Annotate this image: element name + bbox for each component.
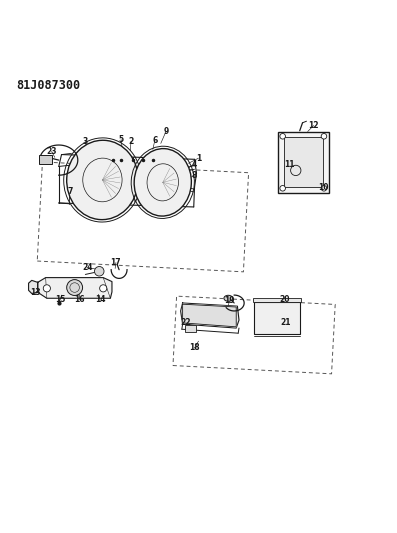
FancyBboxPatch shape: [39, 155, 52, 164]
Bar: [185, 325, 196, 332]
Circle shape: [43, 285, 50, 292]
Text: 16: 16: [74, 295, 85, 304]
Ellipse shape: [134, 149, 191, 216]
Ellipse shape: [224, 295, 233, 301]
Text: 11: 11: [285, 159, 295, 168]
Text: 21: 21: [281, 318, 291, 327]
Text: 4: 4: [192, 159, 197, 168]
Bar: [278, 132, 329, 193]
Bar: [284, 138, 323, 187]
Text: 2: 2: [128, 137, 134, 146]
Circle shape: [321, 133, 327, 139]
Text: 19: 19: [224, 296, 235, 305]
Circle shape: [94, 266, 104, 276]
Text: 9: 9: [163, 127, 169, 136]
Text: 18: 18: [189, 343, 200, 352]
Circle shape: [280, 185, 285, 191]
Polygon shape: [181, 303, 239, 328]
Polygon shape: [183, 304, 236, 327]
Text: 6: 6: [152, 136, 158, 145]
Text: 8: 8: [192, 172, 197, 181]
Circle shape: [100, 285, 107, 292]
Text: 15: 15: [55, 295, 66, 304]
Text: 24: 24: [82, 263, 93, 272]
Text: 10: 10: [318, 183, 329, 191]
Text: 23: 23: [46, 147, 57, 156]
Polygon shape: [29, 280, 38, 294]
Circle shape: [321, 185, 327, 191]
Text: 7: 7: [68, 187, 73, 196]
Text: 14: 14: [95, 295, 105, 304]
Text: 12: 12: [308, 121, 319, 130]
Ellipse shape: [67, 140, 138, 220]
Text: 20: 20: [280, 295, 290, 304]
Bar: [254, 302, 300, 334]
Polygon shape: [38, 278, 112, 298]
Text: 3: 3: [83, 137, 88, 146]
Text: 22: 22: [181, 318, 191, 327]
Text: 13: 13: [31, 288, 41, 297]
Text: 17: 17: [111, 258, 121, 267]
Circle shape: [67, 280, 83, 295]
Bar: [253, 298, 301, 302]
Text: 5: 5: [119, 135, 123, 144]
Text: 1: 1: [196, 154, 201, 163]
Circle shape: [280, 133, 285, 139]
Text: 81J087300: 81J087300: [16, 79, 80, 92]
